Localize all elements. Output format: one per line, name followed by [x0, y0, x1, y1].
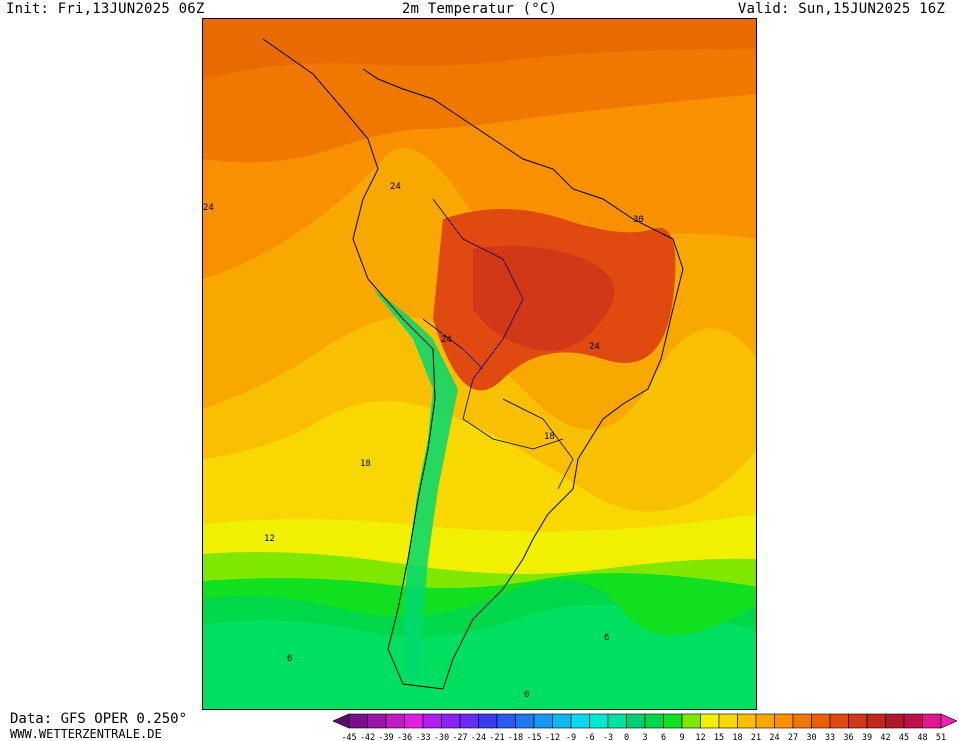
colorbar-segment: [515, 713, 535, 729]
colorbar-segment: [422, 713, 442, 729]
colorbar-tick-label: -21: [489, 733, 504, 741]
colorbar-segment: [552, 713, 572, 729]
contour-label: 6: [604, 633, 609, 643]
colorbar-segment: [644, 713, 664, 729]
colorbar-segment: [903, 713, 923, 729]
colorbar-segment: [718, 713, 738, 729]
colorbar-segment: [496, 713, 516, 729]
band-27b: [203, 19, 756, 79]
contour-label: 24: [589, 342, 600, 352]
colorbar-segment: [681, 713, 701, 729]
colorbar-tick-label: -39: [378, 733, 393, 741]
contour-label: 24: [390, 182, 401, 192]
colorbar-tick-label: 51: [936, 733, 946, 741]
colorbar-segment: [533, 713, 553, 729]
colorbar-tick-label: -27: [452, 733, 467, 741]
colorbar-segment: [755, 713, 775, 729]
contour-label: 30: [633, 215, 644, 225]
contour-label: 18: [360, 459, 371, 469]
colorbar-arrow-right: [940, 713, 957, 729]
colorbar-segment: [385, 713, 405, 729]
colorbar-segment: [866, 713, 886, 729]
colorbar-tick-label: 21: [751, 733, 761, 741]
colorbar-arrow-left: [333, 713, 350, 729]
colorbar-tick-label: -45: [341, 733, 356, 741]
init-time-label: Init: Fri,13JUN2025 06Z: [6, 1, 205, 17]
colorbar-segment: [367, 713, 387, 729]
contour-label: 0: [524, 690, 529, 700]
contour-label: 18: [544, 432, 555, 442]
band-33: [473, 245, 615, 351]
colorbar-segment: [829, 713, 849, 729]
colorbar-segment: [348, 713, 368, 729]
colorbar-tick-label: 36: [843, 733, 853, 741]
map-title: 2m Temperatur (°C): [401, 1, 558, 17]
colorbar-tick-label: 3: [642, 733, 647, 741]
country-borders: [422, 198, 574, 490]
colorbar-segment: [404, 713, 424, 729]
colorbar-segment: [737, 713, 757, 729]
colorbar-tick-label: -42: [360, 733, 375, 741]
colorbar-tick-label: 48: [917, 733, 927, 741]
colorbar-tick-label: -6: [584, 733, 594, 741]
contour-label: 6: [287, 654, 292, 664]
colorbar-tick-label: 39: [862, 733, 872, 741]
colorbar-segment: [570, 713, 590, 729]
valid-time-label: Valid: Sun,15JUN2025 16Z: [737, 1, 945, 17]
colorbar-tick-label: -3: [603, 733, 613, 741]
temperature-map[interactable]: 24 24 30 24 24 18 18 12 6 6 0: [202, 18, 757, 710]
colorbar-tick-label: 45: [899, 733, 909, 741]
colorbar-segment: [792, 713, 812, 729]
data-source-label: Data: GFS OPER 0.250°: [10, 711, 188, 727]
colorbar-segment: [589, 713, 609, 729]
colorbar-tick-label: 24: [769, 733, 779, 741]
colorbar-segment: [607, 713, 627, 729]
contour-label: 24: [203, 203, 214, 213]
colorbar-tick-label: -15: [526, 733, 541, 741]
colorbar-segment: [700, 713, 720, 729]
colorbar-tick-label: 0: [624, 733, 629, 741]
colorbar-segment: [885, 713, 905, 729]
colorbar-segment: [663, 713, 683, 729]
colorbar-tick-label: -9: [566, 733, 576, 741]
contour-label: 24: [441, 335, 452, 345]
colorbar-segment: [922, 713, 942, 729]
andes-cold-strip: [373, 289, 458, 679]
colorbar-tick-label: 27: [788, 733, 798, 741]
colorbar-tick-label: 30: [806, 733, 816, 741]
colorbar-segment: [478, 713, 498, 729]
colorbar-tick-label: -36: [397, 733, 412, 741]
colorbar-segment: [459, 713, 479, 729]
website-label: WWW.WETTERZENTRALE.DE: [10, 727, 162, 741]
colorbar-tick-label: 9: [679, 733, 684, 741]
colorbar-tick-label: 6: [661, 733, 666, 741]
colorbar-tick-label: 18: [732, 733, 742, 741]
colorbar-segment: [848, 713, 868, 729]
colorbar-tick-label: 12: [695, 733, 705, 741]
colorbar-segment: [441, 713, 461, 729]
coastline: [262, 38, 684, 690]
colorbar-segment: [811, 713, 831, 729]
colorbar-tick-label: 42: [880, 733, 890, 741]
colorbar-tick-label: -24: [471, 733, 486, 741]
colorbar-tick-label: 15: [714, 733, 724, 741]
colorbar-tick-label: -12: [545, 733, 560, 741]
colorbar-segment: [774, 713, 794, 729]
contour-label: 12: [264, 534, 275, 544]
temperature-colorbar: -45 -42 -39 -36 -33 -30 -27 -24 -21 -18 -15 -12 -9 -6…: [333, 713, 957, 741]
colorbar-tick-label: 33: [825, 733, 835, 741]
colorbar-tick-label: -18: [508, 733, 523, 741]
colorbar-segment: [626, 713, 646, 729]
colorbar-tick-label: -30: [434, 733, 449, 741]
colorbar-tick-label: -33: [415, 733, 430, 741]
